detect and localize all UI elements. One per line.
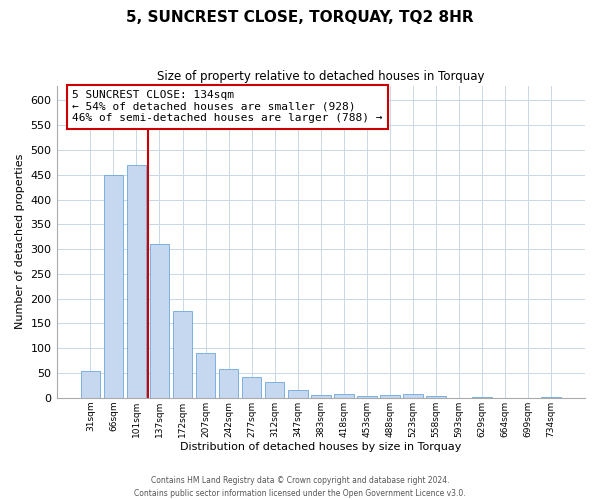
Bar — [357, 396, 377, 398]
Text: 5 SUNCREST CLOSE: 134sqm
← 54% of detached houses are smaller (928)
46% of semi-: 5 SUNCREST CLOSE: 134sqm ← 54% of detach… — [73, 90, 383, 124]
Bar — [380, 396, 400, 398]
Bar — [403, 394, 423, 398]
Y-axis label: Number of detached properties: Number of detached properties — [15, 154, 25, 330]
Bar — [311, 396, 331, 398]
Bar — [288, 390, 308, 398]
Bar — [104, 175, 123, 398]
Bar — [426, 396, 446, 398]
Title: Size of property relative to detached houses in Torquay: Size of property relative to detached ho… — [157, 70, 485, 83]
Bar — [196, 353, 215, 398]
Bar — [80, 370, 100, 398]
Bar — [149, 244, 169, 398]
Text: 5, SUNCREST CLOSE, TORQUAY, TQ2 8HR: 5, SUNCREST CLOSE, TORQUAY, TQ2 8HR — [126, 10, 474, 25]
Bar — [472, 397, 492, 398]
Bar — [219, 369, 238, 398]
X-axis label: Distribution of detached houses by size in Torquay: Distribution of detached houses by size … — [180, 442, 461, 452]
Bar — [541, 397, 561, 398]
Bar — [334, 394, 353, 398]
Bar — [127, 165, 146, 398]
Bar — [265, 382, 284, 398]
Text: Contains HM Land Registry data © Crown copyright and database right 2024.
Contai: Contains HM Land Registry data © Crown c… — [134, 476, 466, 498]
Bar — [242, 377, 262, 398]
Bar — [173, 311, 193, 398]
